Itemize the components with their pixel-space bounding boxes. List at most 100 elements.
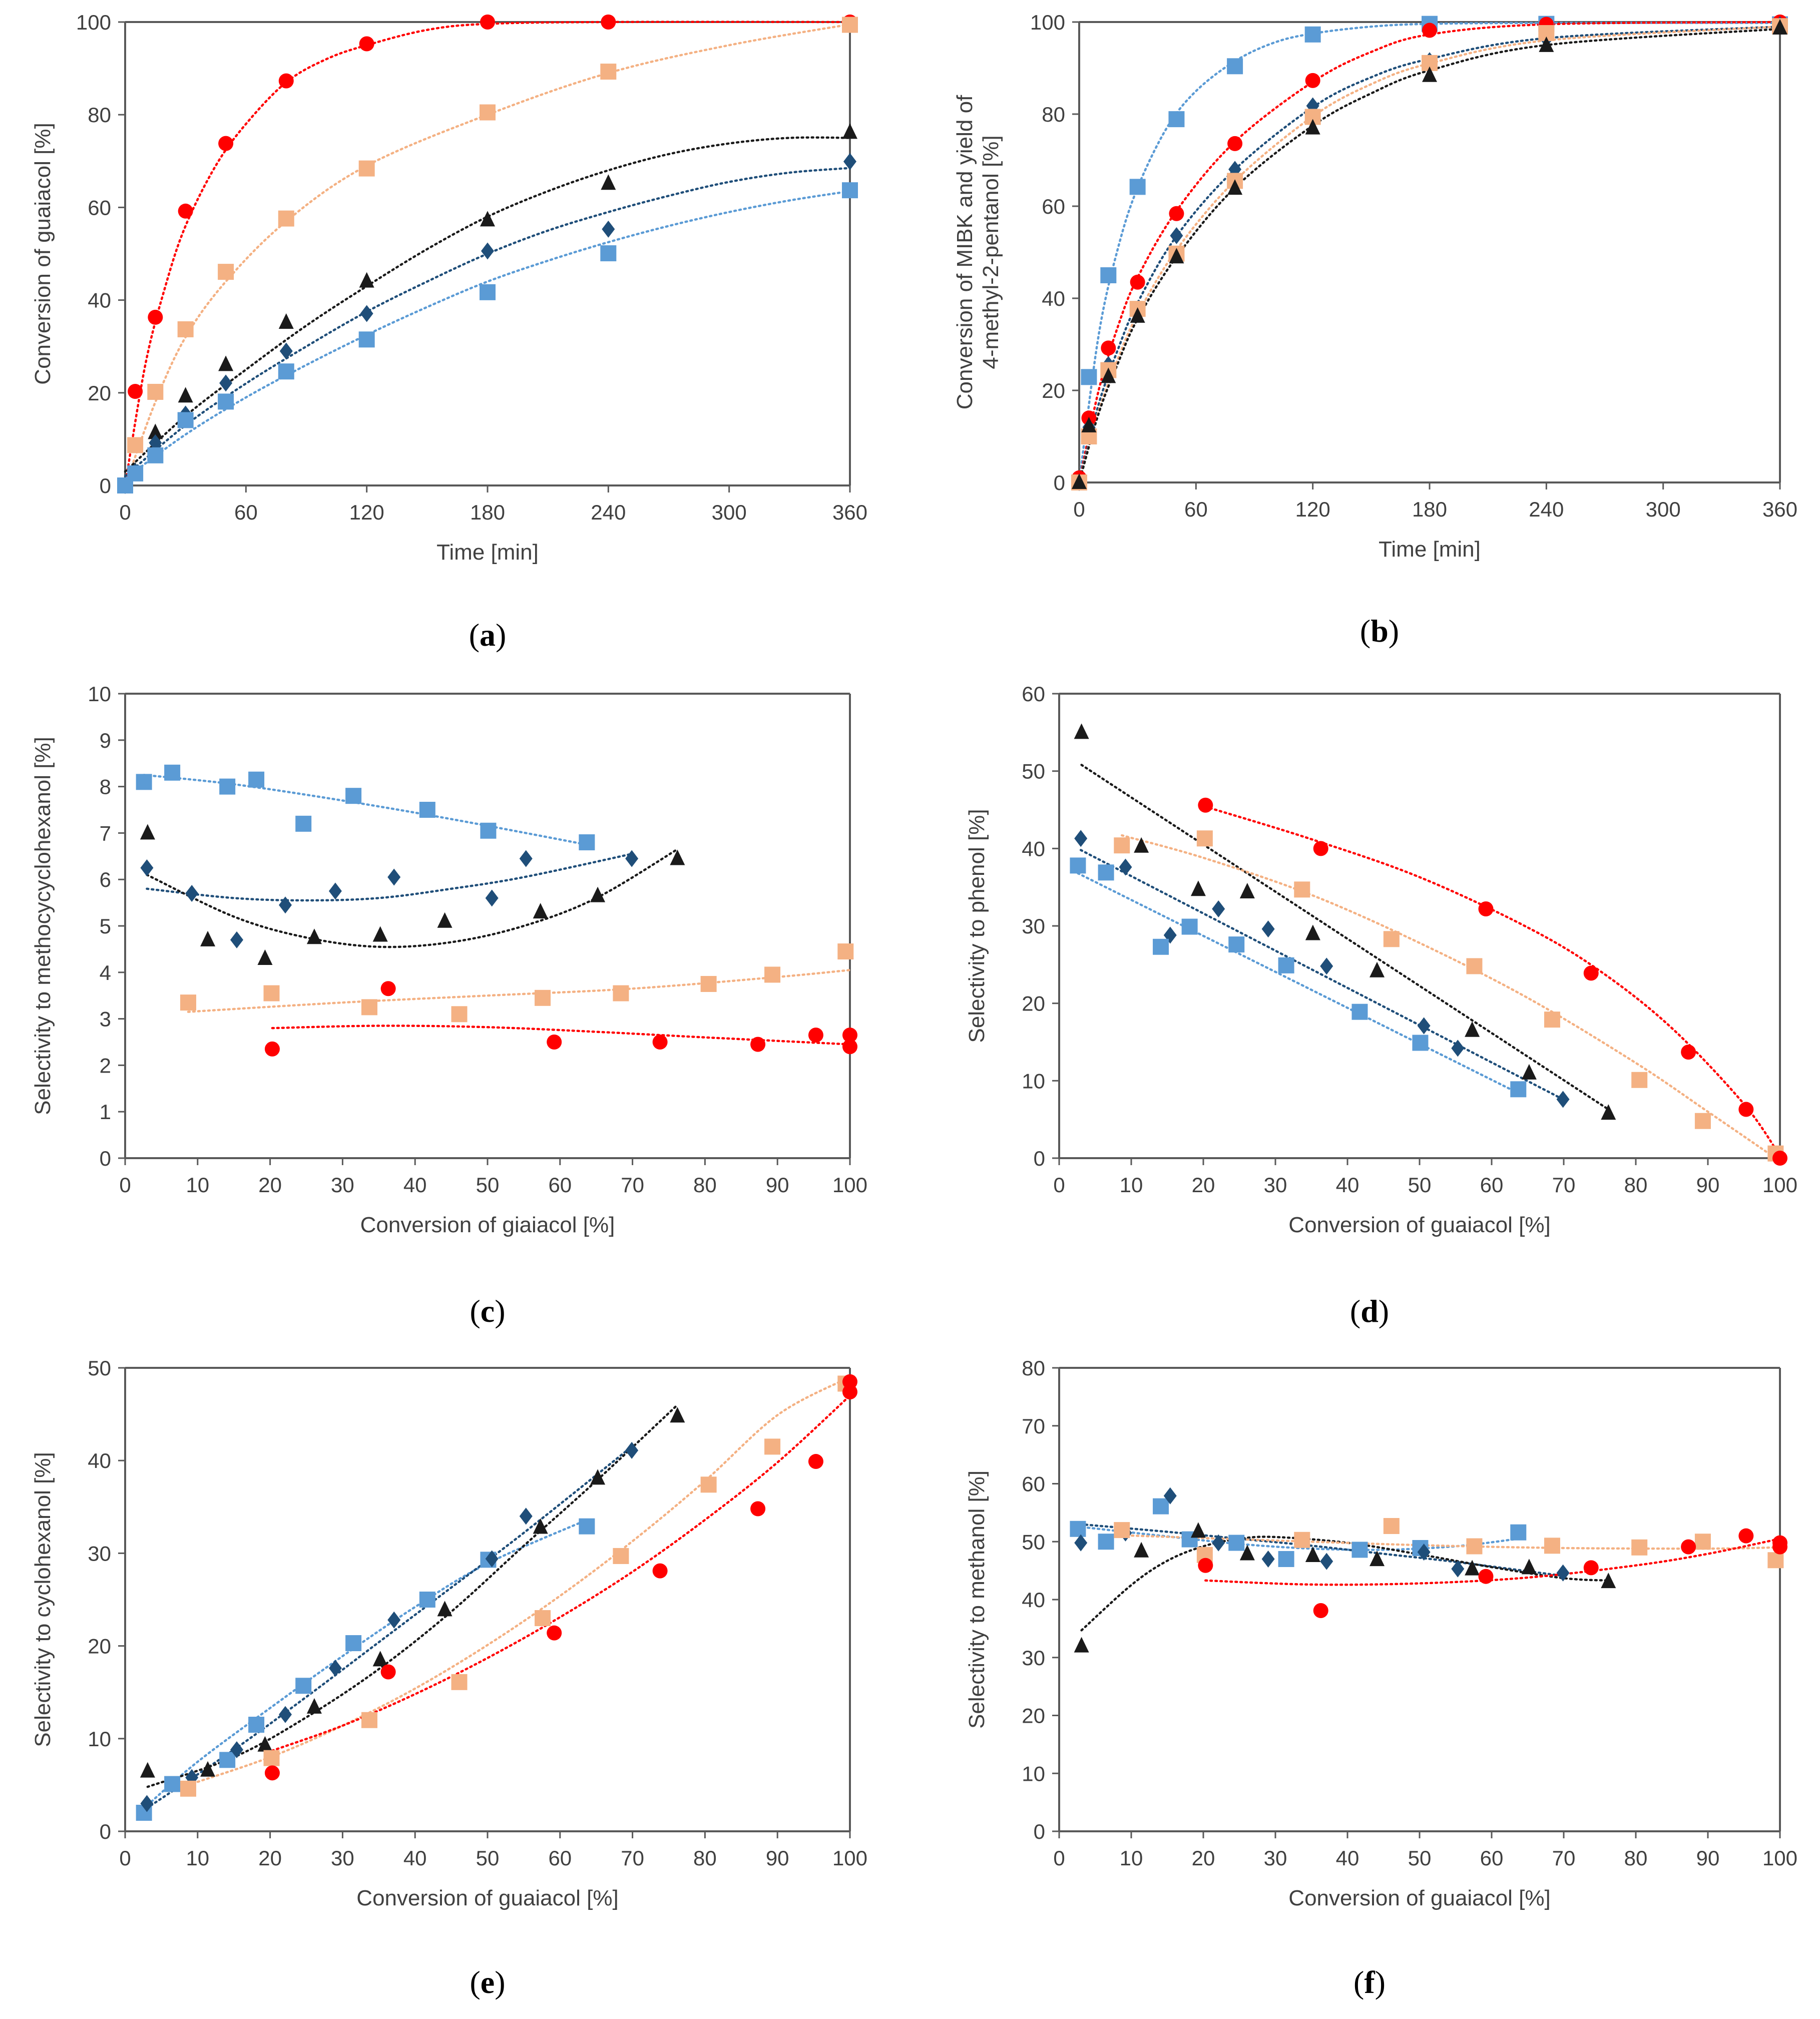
data-point	[328, 1660, 342, 1677]
data-point	[387, 868, 401, 886]
data-point	[1370, 1551, 1385, 1567]
data-point	[1422, 66, 1437, 82]
data-point	[248, 1717, 265, 1733]
x-tick-label: 70	[1552, 1846, 1576, 1870]
caption-letter: d	[1360, 1293, 1379, 1329]
y-tick-label: 40	[88, 289, 111, 312]
data-point	[128, 384, 143, 399]
trendline-red-circle	[124, 21, 851, 487]
axes: 0 60 120 180 240 300 360 0 20 40 60 80 100	[1030, 11, 1797, 521]
x-tick-label: 90	[766, 1846, 789, 1870]
y-tick-label: 20	[88, 381, 111, 405]
y-axis-title: Selectivity to cyclohexanol [%]	[31, 1452, 55, 1747]
data-point	[218, 136, 234, 151]
data-point	[200, 1761, 216, 1777]
y-tick-label: 60	[1042, 195, 1065, 218]
data-point	[652, 1035, 668, 1050]
y-axis-title: Conversion of MIBK and yield of4-methyl-…	[953, 95, 1003, 409]
data-point	[1153, 938, 1169, 955]
data-point	[1228, 936, 1245, 953]
y-tick-label: 80	[88, 103, 111, 127]
data-point	[200, 930, 216, 946]
trendline-orange-square	[187, 968, 851, 1013]
data-point	[1772, 1151, 1787, 1166]
data-point	[180, 994, 196, 1011]
data-point	[535, 989, 551, 1006]
x-tick-label: 60	[234, 500, 258, 524]
data-point	[1510, 1081, 1527, 1098]
data-point	[164, 1776, 181, 1792]
data-point	[764, 1438, 781, 1455]
data-point	[437, 912, 452, 928]
data-point	[600, 64, 617, 80]
data-point	[451, 1006, 468, 1023]
data-point	[1510, 1524, 1527, 1541]
data-point	[359, 36, 374, 52]
data-point	[1583, 1560, 1599, 1576]
y-tick-label: 70	[1022, 1414, 1045, 1438]
data-point	[178, 387, 193, 403]
trendline-blue-square	[143, 774, 588, 846]
data-point	[750, 1037, 766, 1052]
data-point	[1239, 1545, 1255, 1561]
data-point	[1305, 119, 1320, 135]
chart-panel-e: 0 10 20 30 40 50 60 70 80 90 100 0 10 20 30 40 50 Convers…	[31, 1356, 867, 2000]
data-point	[1278, 1551, 1294, 1567]
data-point	[380, 981, 396, 996]
series-orange-square	[1114, 1518, 1784, 1569]
x-tick-label: 120	[349, 500, 384, 524]
data-point	[1239, 882, 1255, 898]
panel-caption: (f)	[1353, 1964, 1386, 2000]
y-tick-label: 60	[88, 196, 111, 219]
series-red-circle	[264, 981, 857, 1057]
trendline-red-circle	[1204, 805, 1781, 1157]
data-point	[700, 976, 717, 992]
x-tick-label: 90	[1696, 1846, 1720, 1870]
data-point	[1101, 340, 1116, 356]
data-point	[1227, 58, 1243, 75]
data-point	[127, 437, 144, 453]
y-tick-label: 60	[1022, 682, 1045, 706]
x-tick-label: 80	[693, 1173, 717, 1197]
panel-caption: (c)	[470, 1293, 505, 1329]
data-point	[1163, 926, 1177, 944]
series-red-circle	[264, 1374, 857, 1781]
x-tick-label: 80	[1624, 1846, 1648, 1870]
data-point	[148, 423, 163, 439]
y-tick-label: 40	[1042, 287, 1065, 310]
caption-letter: f	[1364, 1964, 1375, 2000]
data-point	[219, 1752, 236, 1768]
data-point	[1631, 1539, 1648, 1556]
data-point	[842, 1039, 857, 1055]
data-point	[1074, 1637, 1089, 1653]
data-point	[808, 1028, 823, 1043]
data-point	[306, 928, 322, 944]
data-point	[278, 210, 294, 227]
caption-paren-open: (	[470, 1964, 480, 2000]
data-point	[1163, 1487, 1177, 1504]
y-tick-label: 9	[100, 729, 111, 752]
data-point	[147, 383, 164, 400]
data-point	[180, 1780, 196, 1797]
y-tick-label: 80	[1022, 1356, 1045, 1380]
y-tick-label: 10	[1022, 1762, 1045, 1785]
series-orange-square	[180, 943, 854, 1023]
data-point	[1465, 1560, 1480, 1576]
trendline-blue-square	[143, 1519, 588, 1809]
data-point	[1681, 1539, 1696, 1555]
y-tick-label: 20	[1022, 1704, 1045, 1728]
data-point	[263, 985, 280, 1001]
data-point	[1313, 1603, 1328, 1618]
caption-paren-open: (	[1353, 1964, 1364, 2000]
data-point	[1294, 881, 1310, 898]
series-blue-square	[117, 182, 858, 493]
data-point	[1294, 1532, 1310, 1548]
data-point	[278, 313, 294, 329]
data-point	[279, 342, 293, 360]
trendline-blue-square	[1077, 872, 1520, 1095]
data-point	[1478, 901, 1494, 916]
caption-letter: a	[480, 617, 496, 653]
x-tick-label: 90	[1696, 1173, 1720, 1197]
series-orange-square	[180, 1375, 854, 1797]
series-black-triangle	[1074, 1522, 1616, 1653]
